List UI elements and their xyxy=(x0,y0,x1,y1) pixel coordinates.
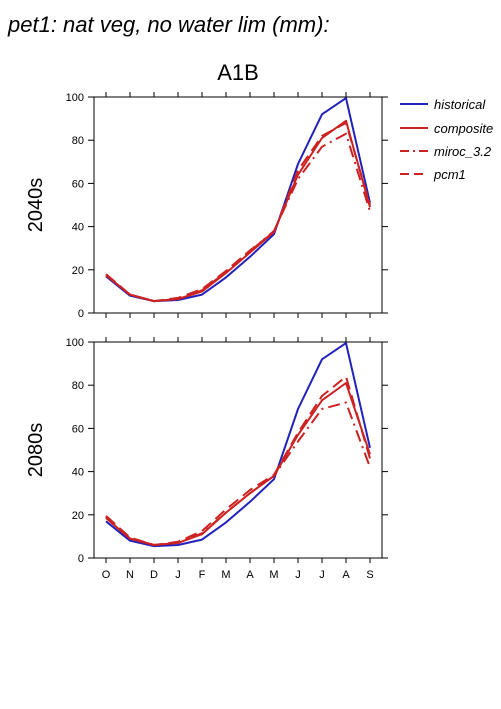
y-tick-label-2040s-40: 40 xyxy=(72,222,84,234)
series-line-historical-2080s xyxy=(105,342,371,548)
y-tick-label-2080s-80: 80 xyxy=(72,380,84,392)
series-line-historical-2040s xyxy=(105,97,371,303)
y-tick-label-2080s-0: 0 xyxy=(78,553,84,565)
figure-title: pet1: nat veg, no water lim (mm): xyxy=(7,12,330,37)
panel-2040s: 2040s 0 20 40 60 80 100 xyxy=(25,92,388,320)
y-tick-label-2080s-20: 20 xyxy=(72,510,84,522)
x-tick-label-9: J xyxy=(319,569,325,581)
legend-item-composite: composite xyxy=(400,121,493,136)
y-tick-label-2040s-20: 20 xyxy=(72,265,84,277)
x-tick-label-8: J xyxy=(295,569,301,581)
series-line-composite-2040s xyxy=(105,119,371,303)
axes-2040s: 0 20 40 60 80 100 xyxy=(66,92,388,320)
y-tick-label-2040s-80: 80 xyxy=(72,135,84,147)
x-tick-label-2: D xyxy=(150,569,158,581)
plot-frame-2080s xyxy=(93,341,383,559)
legend-label-miroc: miroc_3.2 xyxy=(434,144,492,159)
plot-frame-2040s xyxy=(93,96,383,314)
series-lines-2080s xyxy=(105,342,371,548)
x-tick-label-6: A xyxy=(246,569,254,581)
series-line-pcm1-2040s xyxy=(105,121,371,303)
axes-2080s: 0 20 40 60 80 100 O N D J F M A M J J A S xyxy=(66,337,388,581)
series-lines-2040s xyxy=(105,97,371,303)
legend-label-pcm1: pcm1 xyxy=(433,167,466,182)
panel-2080s: 2080s 0 20 40 60 80 100 O N D J F M A M J J A S xyxy=(25,337,388,581)
legend-item-pcm1: pcm1 xyxy=(400,167,466,182)
x-tick-label-0: O xyxy=(102,569,111,581)
legend-item-historical: historical xyxy=(400,97,486,112)
legend: historical composite miroc_3.2 pcm1 xyxy=(400,97,493,182)
x-tick-label-11: S xyxy=(366,569,373,581)
x-tick-label-4: F xyxy=(199,569,206,581)
series-line-miroc-3-2-2040s xyxy=(105,132,371,303)
y-tick-label-2080s-60: 60 xyxy=(72,423,84,435)
row-label-2040s: 2040s xyxy=(25,178,47,233)
scenario-label: A1B xyxy=(217,60,259,85)
y-tick-label-2080s-100: 100 xyxy=(66,337,84,349)
row-label-2080s: 2080s xyxy=(25,423,47,478)
x-tick-label-1: N xyxy=(126,569,134,581)
x-tick-label-10: A xyxy=(342,569,350,581)
y-tick-label-2040s-60: 60 xyxy=(72,178,84,190)
y-tick-label-2040s-0: 0 xyxy=(78,308,84,320)
x-tick-label-5: M xyxy=(221,569,230,581)
y-tick-label-2080s-40: 40 xyxy=(72,467,84,479)
series-line-pcm1-2080s xyxy=(105,375,371,546)
x-tick-label-7: M xyxy=(269,569,278,581)
legend-label-historical: historical xyxy=(434,97,486,112)
x-tick-label-3: J xyxy=(175,569,181,581)
series-line-miroc-3-2-2080s xyxy=(105,401,371,546)
legend-item-miroc: miroc_3.2 xyxy=(400,144,492,159)
y-tick-label-2040s-100: 100 xyxy=(66,92,84,104)
legend-label-composite: composite xyxy=(434,121,493,136)
